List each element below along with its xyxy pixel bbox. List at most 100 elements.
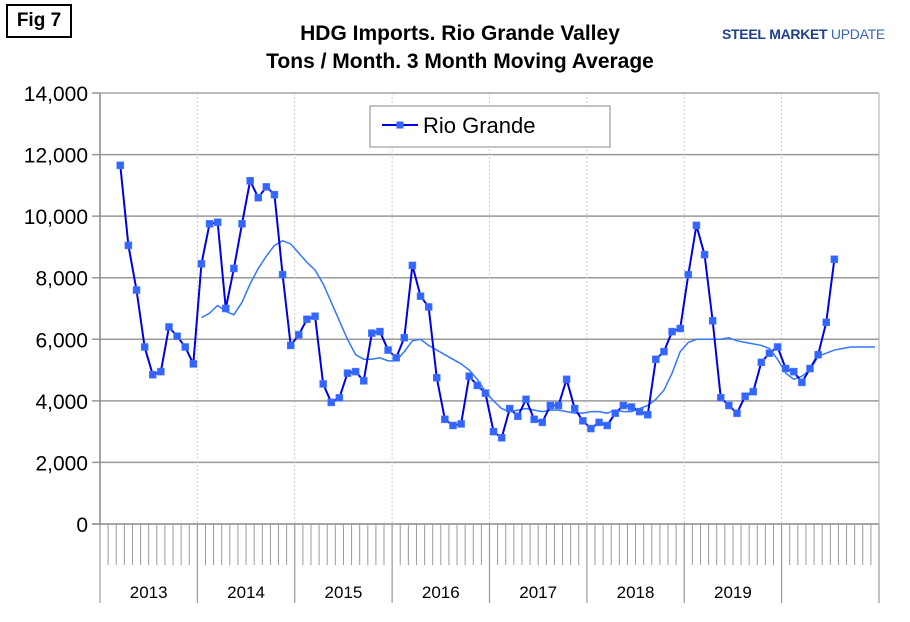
data-point: [765, 349, 774, 357]
data-point: [173, 332, 181, 340]
year-label: 2015: [325, 583, 363, 602]
data-point: [157, 367, 165, 376]
data-point: [554, 401, 563, 410]
data-point: [514, 412, 522, 420]
data-point: [546, 401, 555, 410]
data-point: [781, 364, 790, 373]
year-label: 2014: [227, 583, 265, 602]
y-tick-label: 6,000: [35, 329, 88, 352]
data-point: [749, 387, 757, 396]
data-point: [481, 389, 490, 397]
data-point: [278, 270, 287, 279]
rio-grande-line: [119, 165, 836, 440]
data-point: [327, 398, 336, 407]
y-tick-label: 10,000: [24, 206, 88, 229]
data-point: [384, 346, 392, 354]
data-point: [343, 369, 352, 377]
data-point: [132, 286, 141, 294]
data-point: [773, 343, 782, 351]
data-point: [311, 312, 319, 320]
data-point: [619, 401, 628, 410]
data-point: [368, 329, 376, 337]
y-tick-label: 0: [76, 514, 88, 537]
data-point: [700, 250, 709, 259]
data-point: [587, 424, 595, 433]
data-point: [733, 409, 741, 417]
data-point: [140, 343, 149, 351]
data-point: [692, 221, 701, 230]
data-point: [611, 409, 620, 417]
data-point: [295, 330, 303, 339]
data-point: [473, 381, 482, 390]
y-tick-label: 8,000: [35, 268, 88, 291]
data-point: [457, 420, 465, 428]
data-point: [238, 220, 246, 228]
data-point: [822, 318, 831, 327]
data-point: [124, 241, 133, 250]
data-point: [660, 347, 668, 356]
data-point: [725, 401, 733, 410]
y-tick-label: 2,000: [35, 452, 88, 475]
data-point: [262, 183, 271, 191]
data-point: [359, 377, 368, 385]
logo-text-2: MARKET: [769, 26, 828, 42]
data-point: [538, 418, 546, 427]
data-point: [562, 375, 571, 384]
logo-text-3: UPDATE: [830, 26, 885, 42]
data-point: [441, 415, 449, 424]
legend-label: Rio Grande: [423, 113, 536, 138]
data-point: [286, 341, 295, 350]
data-point: [335, 394, 344, 402]
data-point: [400, 333, 409, 342]
data-point: [254, 193, 262, 202]
year-label: 2017: [519, 583, 557, 602]
y-tick-label: 12,000: [24, 145, 88, 168]
data-point: [530, 415, 538, 424]
data-point: [181, 343, 189, 351]
data-point: [392, 354, 400, 362]
data-point: [416, 292, 425, 300]
data-point: [116, 161, 125, 170]
data-point: [424, 303, 433, 311]
data-point: [205, 220, 214, 228]
data-point: [230, 264, 238, 273]
data-point: [627, 403, 636, 411]
data-point: [506, 404, 514, 413]
year-label: 2019: [714, 583, 752, 602]
data-point: [213, 218, 222, 227]
chart-title: HDG Imports. Rio Grande Valley Tons / Mo…: [160, 20, 760, 76]
y-tick-label: 14,000: [24, 83, 88, 106]
data-point: [717, 394, 725, 402]
data-point: [643, 410, 652, 419]
year-label: 2018: [617, 583, 655, 602]
moving-average-line: [201, 239, 875, 414]
data-point: [684, 270, 693, 279]
data-point: [668, 327, 676, 336]
data-point: [790, 367, 798, 376]
data-point: [197, 260, 206, 268]
data-point: [449, 421, 457, 430]
data-point: [798, 378, 806, 387]
data-point: [595, 418, 603, 427]
data-point: [270, 190, 279, 199]
data-point: [676, 324, 684, 333]
data-point: [222, 304, 230, 313]
data-point: [708, 317, 717, 325]
data-point: [489, 427, 498, 436]
data-point: [603, 421, 611, 430]
logo-text-1: STEEL: [722, 26, 766, 42]
data-point: [433, 374, 441, 382]
chart-subtitle: Tons / Month. 3 Month Moving Average: [266, 50, 654, 73]
year-label: 2016: [422, 583, 460, 602]
y-tick-label: 4,000: [35, 391, 88, 414]
data-point: [319, 380, 327, 388]
data-point: [376, 327, 384, 336]
figure-label: Fig 7: [6, 4, 72, 38]
chart-title-line1: HDG Imports. Rio Grande Valley: [300, 22, 620, 45]
data-point: [830, 255, 839, 263]
data-point: [806, 364, 814, 373]
data-point: [148, 370, 157, 379]
data-point: [570, 404, 579, 413]
legend-box: [369, 105, 611, 148]
